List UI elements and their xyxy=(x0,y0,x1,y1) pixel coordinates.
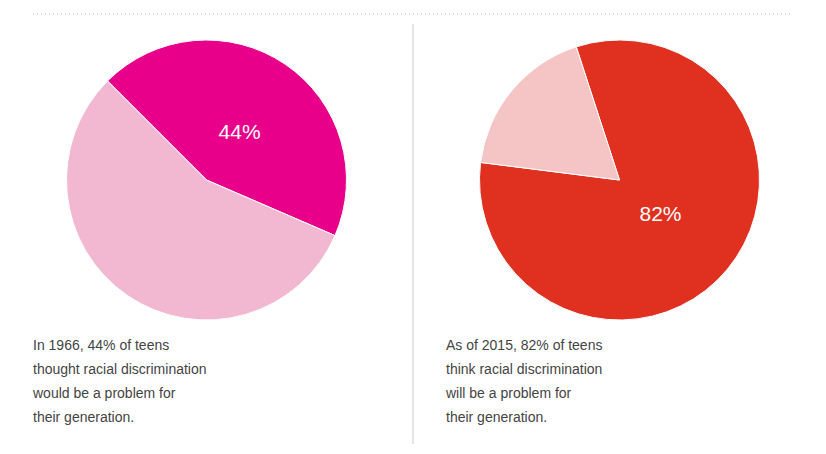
pie-slice xyxy=(481,47,620,180)
caption-line: In 1966, 44% of teens xyxy=(33,337,169,353)
background xyxy=(0,0,826,454)
caption-line: their generation. xyxy=(33,409,134,425)
caption-line: As of 2015, 82% of teens xyxy=(446,337,602,353)
caption-line: thought racial discrimination xyxy=(33,361,207,377)
caption-line: think racial discrimination xyxy=(446,361,602,377)
caption-line: would be a problem for xyxy=(32,385,176,401)
chart-container: 44% In 1966, 44% of teens thought racial d… xyxy=(0,0,826,454)
pie-1 xyxy=(480,40,760,320)
caption: As of 2015, 82% of teens think racial dis… xyxy=(445,337,602,425)
data-label: 82% xyxy=(639,202,681,225)
divider xyxy=(413,24,414,444)
caption-line: their generation. xyxy=(446,409,547,425)
data-label: 44% xyxy=(219,120,261,143)
top-dotted-line xyxy=(33,13,793,14)
pie-slice xyxy=(480,40,760,320)
pie-0 xyxy=(67,40,347,320)
caption: In 1966, 44% of teens thought racial disc… xyxy=(32,337,207,425)
caption-line: will be a problem for xyxy=(445,385,572,401)
pie-slice xyxy=(67,81,335,320)
chart-svg: 44% In 1966, 44% of teens thought racial d… xyxy=(0,0,826,454)
